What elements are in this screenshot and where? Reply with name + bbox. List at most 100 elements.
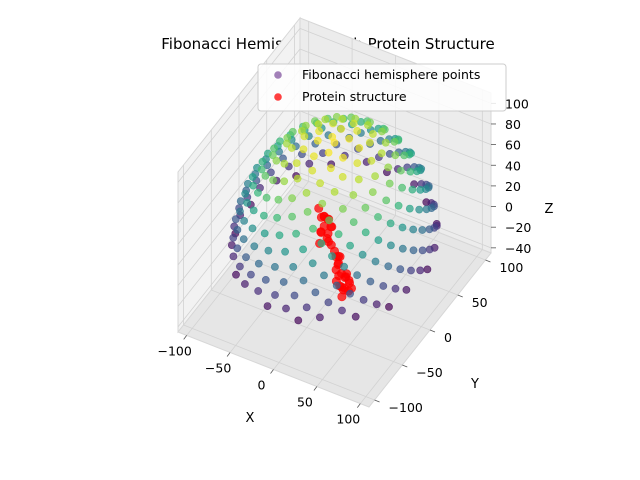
hemisphere-point	[390, 137, 399, 146]
hemisphere-point	[353, 271, 361, 279]
hemisphere-point	[254, 287, 263, 295]
hemisphere-point	[261, 275, 270, 284]
hemisphere-point	[264, 246, 273, 255]
hemisphere-point	[366, 277, 375, 286]
hemisphere-point	[292, 159, 301, 167]
hemisphere-point	[316, 179, 324, 188]
hemisphere-point	[259, 211, 268, 220]
x-tick-label: 50	[297, 395, 313, 410]
hemisphere-point	[248, 173, 257, 181]
hemisphere-point	[294, 316, 303, 325]
protein-point	[316, 227, 326, 237]
hemisphere-point	[346, 241, 354, 250]
hemisphere-point	[240, 216, 248, 225]
hemisphere-point	[332, 281, 341, 290]
hemisphere-point	[309, 224, 317, 233]
x-tick-label: −50	[205, 360, 231, 375]
hemisphere-point	[386, 219, 395, 228]
hemisphere-point	[287, 144, 296, 152]
hemisphere-point	[338, 204, 347, 213]
hemisphere-point	[372, 300, 381, 309]
hemisphere-point	[425, 225, 434, 234]
hemisphere-point	[263, 302, 272, 310]
hemisphere-point	[330, 187, 339, 196]
hemisphere-point	[299, 145, 308, 154]
hemisphere-point	[340, 262, 348, 271]
grid-z-left	[177, 28, 301, 183]
hemisphere-point	[334, 230, 343, 239]
hemisphere-point	[302, 303, 311, 312]
hemisphere-point	[381, 138, 390, 147]
hemisphere-point	[361, 228, 370, 237]
hemisphere-point	[303, 207, 312, 216]
hemisphere-point	[250, 242, 259, 251]
hemisphere-point	[273, 213, 281, 222]
hemisphere-point	[261, 171, 270, 180]
hemisphere-point	[363, 121, 372, 129]
x-tick-mark	[270, 369, 274, 374]
hemisphere-point	[243, 198, 252, 207]
hemisphere-point	[318, 199, 327, 208]
hemisphere-point	[282, 304, 290, 313]
x-tick-label: 0	[258, 378, 266, 393]
hemisphere-point	[416, 266, 425, 275]
protein-point	[337, 292, 347, 302]
hemisphere-point	[385, 179, 394, 188]
x-tick-mark	[356, 403, 361, 408]
hemisphere-point	[248, 224, 257, 233]
hemisphere-point	[394, 201, 403, 210]
hemisphere-point	[398, 244, 407, 253]
legend-frame	[257, 63, 507, 112]
hemisphere-point	[269, 176, 277, 185]
hemisphere-point	[236, 207, 244, 216]
z-tick-label: 0	[505, 200, 513, 215]
y-tick-label: −100	[389, 400, 423, 415]
hemisphere-point	[354, 175, 363, 184]
hemisphere-point	[282, 139, 291, 148]
hemisphere-point	[396, 265, 405, 274]
y-tick-mark	[402, 364, 408, 368]
legend-label-hemisphere: Fibonacci hemisphere points	[302, 67, 480, 82]
hemisphere-point	[423, 265, 432, 274]
z-tick-label: −20	[505, 220, 531, 235]
z-tick-label: 80	[505, 117, 521, 132]
hemisphere-point	[384, 262, 393, 271]
x-tick-label: 100	[336, 412, 360, 427]
hemisphere-point	[229, 233, 238, 242]
hemisphere-point	[242, 253, 250, 262]
legend-marker-protein	[274, 93, 282, 101]
hemisphere-point	[338, 172, 347, 181]
grid-y-floor	[211, 289, 403, 366]
y-tick-label: −50	[416, 365, 442, 380]
hemisphere-point	[246, 270, 255, 279]
hemisphere-point	[355, 144, 364, 152]
hemisphere-point	[353, 159, 362, 167]
y-tick-mark	[374, 399, 380, 403]
hemisphere-point	[339, 153, 347, 162]
hemisphere-point	[412, 167, 421, 176]
hemisphere-point	[274, 195, 283, 204]
hemisphere-point	[425, 245, 434, 254]
hemisphere-point	[321, 115, 330, 124]
x-tick-mark	[226, 352, 231, 357]
y-tick-mark	[429, 329, 436, 333]
hemisphere-point	[288, 127, 297, 136]
z-tick-label: 40	[505, 158, 521, 173]
y-tick-label: 50	[472, 295, 488, 310]
hemisphere-point	[276, 137, 284, 146]
grid-z-left	[177, 110, 301, 266]
grid-y-floor	[238, 254, 431, 331]
protein-point	[334, 271, 344, 281]
hemisphere-point	[349, 191, 358, 199]
hemisphere-point	[236, 197, 245, 205]
hemisphere-point	[309, 152, 318, 161]
hemisphere-point	[233, 244, 242, 253]
protein-point	[316, 212, 326, 222]
hemisphere-point	[385, 302, 393, 311]
hemisphere-point	[330, 138, 339, 147]
y-tick-mark	[457, 294, 463, 298]
hemisphere-point	[257, 165, 266, 174]
hemisphere-point	[249, 206, 258, 215]
data-points	[227, 113, 441, 325]
